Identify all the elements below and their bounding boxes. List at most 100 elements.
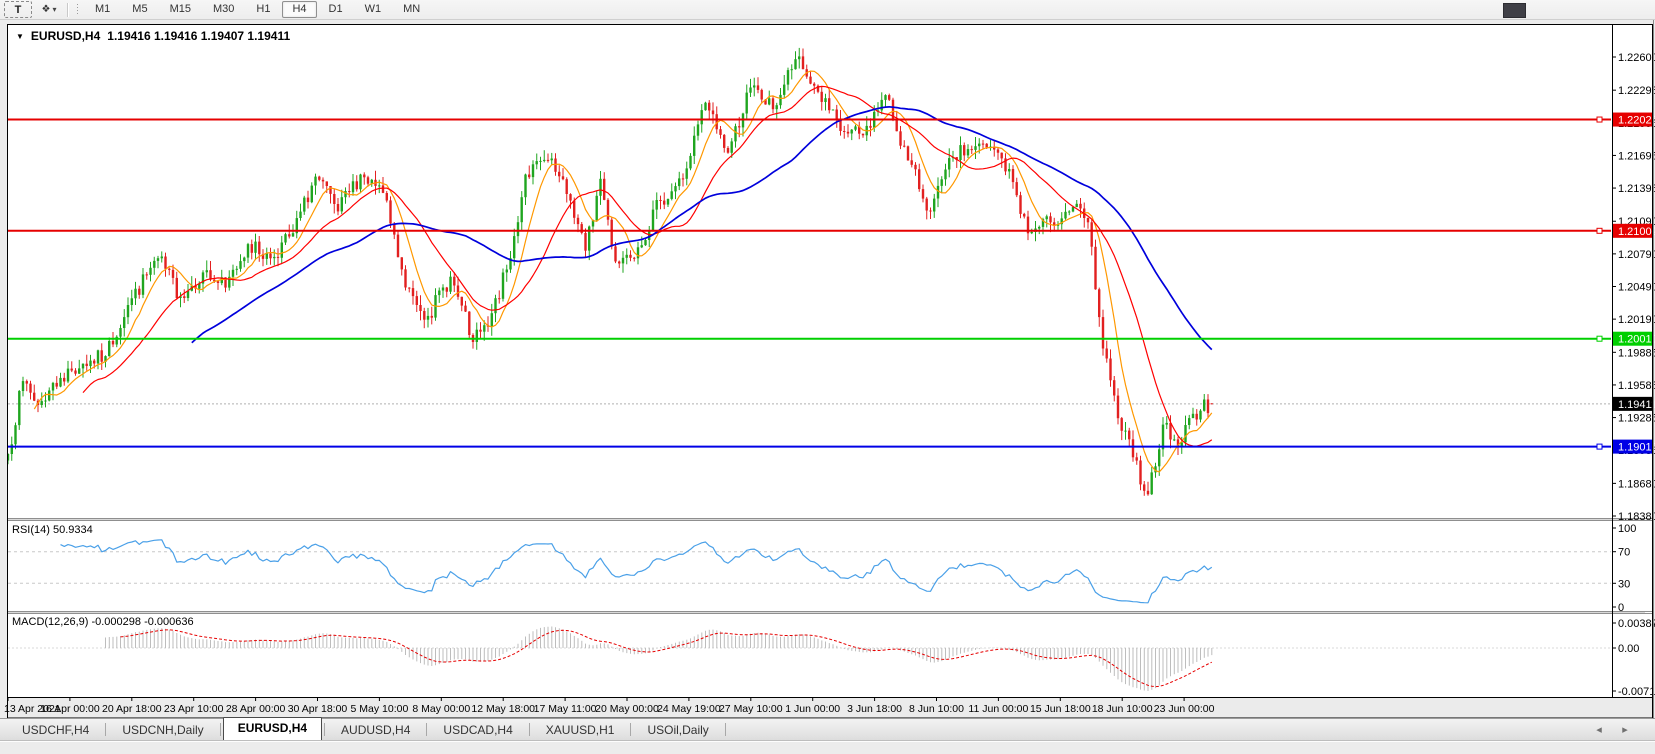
chart-tab-usoil[interactable]: USOil,Daily — [647, 723, 709, 737]
chart-tab-eurusd[interactable]: EURUSD,H4 — [222, 717, 323, 740]
macd-histogram — [105, 626, 1213, 691]
svg-text:1.19285: 1.19285 — [1618, 413, 1655, 425]
timeframe-button-m30[interactable]: M30 — [212, 3, 235, 15]
candlesticks-series — [8, 47, 1213, 496]
svg-text:20 May 00:00: 20 May 00:00 — [595, 703, 659, 715]
macd-plot — [8, 626, 1611, 691]
rsi-plot — [8, 539, 1611, 604]
rsi-indicator-label: RSI(14) 50.9334 — [12, 524, 93, 536]
chart-tab-xauusd[interactable]: XAUUSD,H1 — [545, 723, 615, 737]
svg-text:13 Apr 2021: 13 Apr 2021 — [4, 703, 61, 715]
svg-text:1 Jun 00:00: 1 Jun 00:00 — [785, 703, 840, 715]
chart-ohlc-values: 1.19416 1.19416 1.19407 1.19411 — [107, 29, 291, 43]
top-toolbar: T ❖ ▾ M1 M5 M15 M30 H1 H4 D1 W1 MN — [0, 0, 1655, 20]
macd-axis: 0.003873 0.00 -0.007195 — [1612, 618, 1655, 698]
status-bar — [0, 741, 1655, 754]
svg-text:1.21395: 1.21395 — [1618, 183, 1655, 195]
svg-text:17 May 11:00: 17 May 11:00 — [534, 703, 597, 715]
tab-separator — [105, 723, 107, 736]
timeframe-button-mn[interactable]: MN — [403, 3, 421, 15]
rsi-axis: 100 70 30 0 — [1612, 523, 1636, 614]
collapse-triangle-icon[interactable]: ▼ — [16, 31, 24, 41]
svg-text:18 Jun 10:00: 18 Jun 10:00 — [1092, 703, 1153, 715]
timeframe-button-w1[interactable]: W1 — [364, 3, 382, 15]
tab-separator — [630, 723, 632, 736]
tab-separator — [324, 723, 326, 736]
svg-text:28 Apr 00:00: 28 Apr 00:00 — [226, 703, 286, 715]
svg-text:30 Apr 18:00: 30 Apr 18:00 — [288, 703, 348, 715]
svg-text:23 Jun 00:00: 23 Jun 00:00 — [1154, 703, 1215, 715]
svg-text:1.18380: 1.18380 — [1618, 511, 1655, 523]
svg-text:1.22025: 1.22025 — [1618, 115, 1655, 127]
svg-text:1.22600: 1.22600 — [1618, 52, 1655, 64]
svg-text:1.19018: 1.19018 — [1618, 442, 1655, 454]
svg-text:12 May 18:00: 12 May 18:00 — [471, 703, 535, 715]
svg-text:1.18680: 1.18680 — [1618, 478, 1655, 490]
chart-tab-usdchf[interactable]: USDCHF,H4 — [22, 723, 90, 737]
svg-text:11 Jun 00:00: 11 Jun 00:00 — [968, 703, 1028, 715]
arrows-object-icon: ❖ — [41, 4, 51, 15]
svg-text:8 May 00:00: 8 May 00:00 — [412, 703, 470, 715]
window-right-edge — [1653, 19, 1654, 719]
timeframe-button-m1[interactable]: M1 — [95, 3, 111, 15]
tab-scroll-left-button[interactable]: ◂ — [1596, 724, 1602, 736]
macd-panel[interactable] — [8, 614, 1611, 697]
timeframe-button-h4[interactable]: H4 — [282, 1, 317, 18]
svg-text:24 May 19:00: 24 May 19:00 — [657, 703, 721, 715]
chart-tab-usdcnh[interactable]: USDCNH,Daily — [122, 723, 204, 737]
svg-text:0.00: 0.00 — [1618, 643, 1639, 655]
svg-text:1.20190: 1.20190 — [1618, 314, 1655, 326]
price-chart-panel[interactable] — [8, 25, 1611, 518]
tab-separator — [724, 723, 726, 736]
svg-text:20 Apr 18:00: 20 Apr 18:00 — [102, 703, 162, 715]
timeframe-button-m15[interactable]: M15 — [169, 3, 191, 15]
tab-scroll-right-button[interactable]: ▸ — [1622, 724, 1628, 736]
timeframe-button-m5[interactable]: M5 — [132, 3, 148, 15]
minimized-window-artifact — [1503, 3, 1526, 18]
svg-text:100: 100 — [1618, 523, 1636, 535]
tab-separator — [426, 723, 428, 736]
toolbar-separator — [67, 2, 69, 17]
text-tool-icon: T — [14, 3, 22, 16]
svg-text:30: 30 — [1618, 578, 1630, 590]
timeframe-button-h1[interactable]: H1 — [256, 3, 271, 15]
chart-tab-audusd[interactable]: AUDUSD,H4 — [341, 723, 411, 737]
objects-tool-button[interactable]: ❖ ▾ — [36, 2, 62, 17]
price-axis: 1.226001.222951.219951.216951.213951.210… — [1612, 52, 1655, 523]
chart-title: ▼ EURUSD,H4 1.19416 1.19416 1.19407 1.19… — [16, 29, 290, 43]
svg-text:5 May 10:00: 5 May 10:00 — [351, 703, 409, 715]
price-plot — [8, 47, 1611, 496]
svg-text:1.22295: 1.22295 — [1618, 85, 1655, 97]
svg-text:70: 70 — [1618, 547, 1630, 559]
svg-text:15 Jun 18:00: 15 Jun 18:00 — [1030, 703, 1091, 715]
svg-text:0: 0 — [1618, 602, 1624, 614]
text-tool-button[interactable]: T — [4, 1, 32, 18]
toolbar-drag-grip[interactable] — [76, 3, 80, 16]
svg-text:27 May 10:00: 27 May 10:00 — [719, 703, 783, 715]
svg-text:8 Jun 10:00: 8 Jun 10:00 — [909, 703, 964, 715]
chart-tab-usdcad[interactable]: USDCAD,H4 — [443, 723, 513, 737]
timeframe-button-d1[interactable]: D1 — [328, 3, 343, 15]
svg-text:23 Apr 10:00: 23 Apr 10:00 — [164, 703, 224, 715]
svg-text:1.20490: 1.20490 — [1618, 282, 1655, 294]
svg-text:3 Jun 18:00: 3 Jun 18:00 — [847, 703, 902, 715]
svg-text:1.21002: 1.21002 — [1618, 226, 1655, 238]
svg-text:1.19885: 1.19885 — [1618, 347, 1655, 359]
tab-separator — [219, 723, 221, 736]
svg-text:-0.007195: -0.007195 — [1618, 686, 1655, 698]
macd-indicator-label: MACD(12,26,9) -0.000298 -0.000636 — [12, 616, 194, 628]
tab-separator — [528, 723, 530, 736]
timeframe-bar: M1 M5 M15 M30 H1 H4 D1 W1 MN — [84, 0, 431, 19]
chart-symbol-label: EURUSD,H4 — [30, 29, 101, 43]
rsi-panel[interactable] — [8, 521, 1611, 610]
chart-tabs: USDCHF,H4 USDCNH,Daily EURUSD,H4 AUDUSD,H4 U… — [8, 717, 728, 740]
chart-tab-bar: USDCHF,H4 USDCNH,Daily EURUSD,H4 AUDUSD,H4 U… — [0, 717, 1655, 741]
chevron-down-icon: ▾ — [52, 5, 57, 14]
svg-text:1.19411: 1.19411 — [1618, 399, 1655, 411]
svg-text:1.21695: 1.21695 — [1618, 150, 1655, 162]
svg-text:1.19585: 1.19585 — [1618, 380, 1655, 392]
horizontal-level-lines[interactable] — [8, 116, 1611, 450]
svg-text:16 Apr 00:00: 16 Apr 00:00 — [40, 703, 100, 715]
